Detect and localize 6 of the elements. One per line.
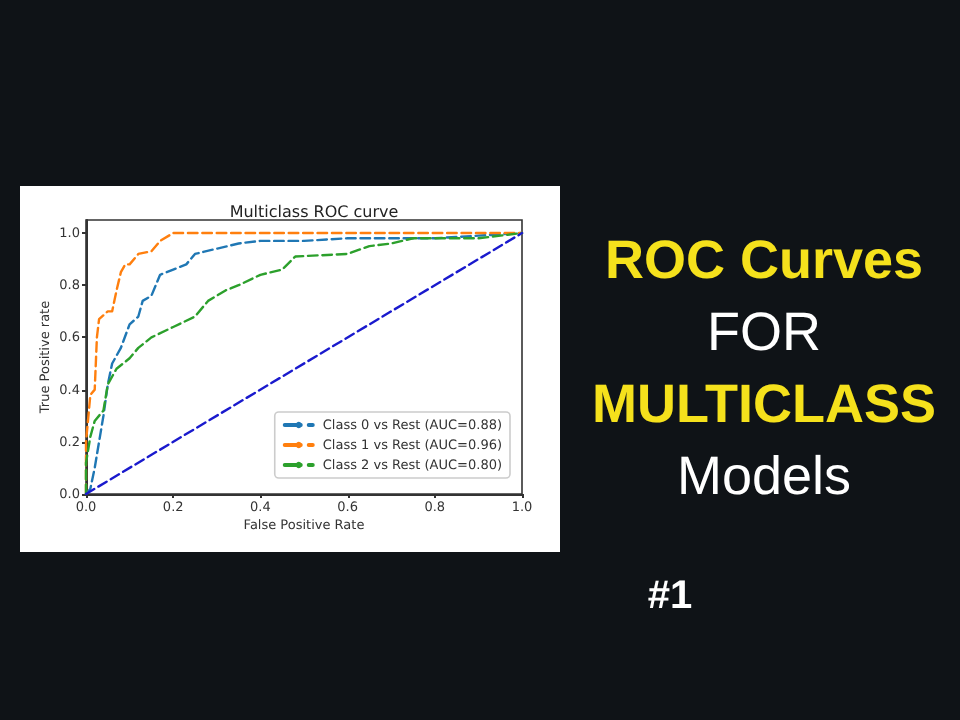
text: FOR bbox=[707, 302, 821, 362]
text: Models bbox=[676, 446, 852, 506]
text: MULTICLASS bbox=[592, 374, 936, 434]
chart-title: Multiclass ROC curve bbox=[229, 203, 399, 221]
text: ROC Curves bbox=[604, 230, 924, 290]
text: #1 bbox=[647, 574, 693, 618]
